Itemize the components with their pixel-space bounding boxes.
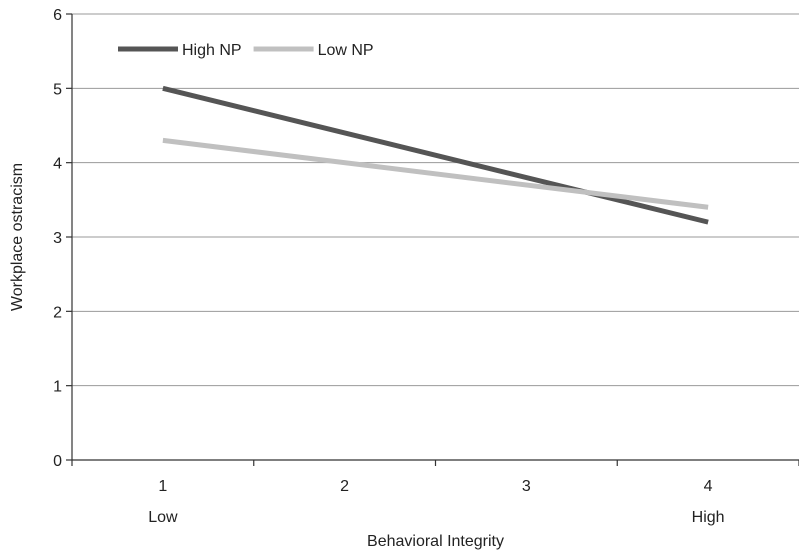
x-tick-label: 3 xyxy=(522,478,531,495)
y-tick-label: 2 xyxy=(53,304,62,321)
series-lines xyxy=(162,85,709,225)
x-tick-label: 2 xyxy=(340,478,349,495)
x-sublabel: Low xyxy=(148,509,178,526)
y-tick-label: 4 xyxy=(53,156,62,173)
y-axis-title: Workplace ostracism xyxy=(9,163,26,311)
y-axis-ticks: 0 1 2 3 4 5 6 xyxy=(53,7,72,470)
series-line-low-np xyxy=(162,137,709,210)
legend-label: High NP xyxy=(182,42,242,59)
legend: High NP Low NP xyxy=(118,42,374,59)
legend-item: High NP xyxy=(118,42,242,59)
y-tick-label: 1 xyxy=(53,379,62,396)
y-tick-label: 3 xyxy=(53,230,62,247)
gridlines xyxy=(72,13,799,387)
legend-item: Low NP xyxy=(253,42,374,59)
y-tick-label: 5 xyxy=(53,81,62,98)
x-axis-ticks: 1 2 3 4 Low High xyxy=(71,460,799,526)
legend-label: Low NP xyxy=(318,42,374,59)
series-line-high-np xyxy=(162,85,709,225)
x-tick-label: 1 xyxy=(158,478,167,495)
x-sublabel: High xyxy=(692,509,725,526)
x-tick-label: 4 xyxy=(704,478,713,495)
x-axis-title: Behavioral Integrity xyxy=(367,533,504,550)
y-tick-label: 6 xyxy=(53,7,62,24)
y-tick-label: 0 xyxy=(53,453,62,470)
